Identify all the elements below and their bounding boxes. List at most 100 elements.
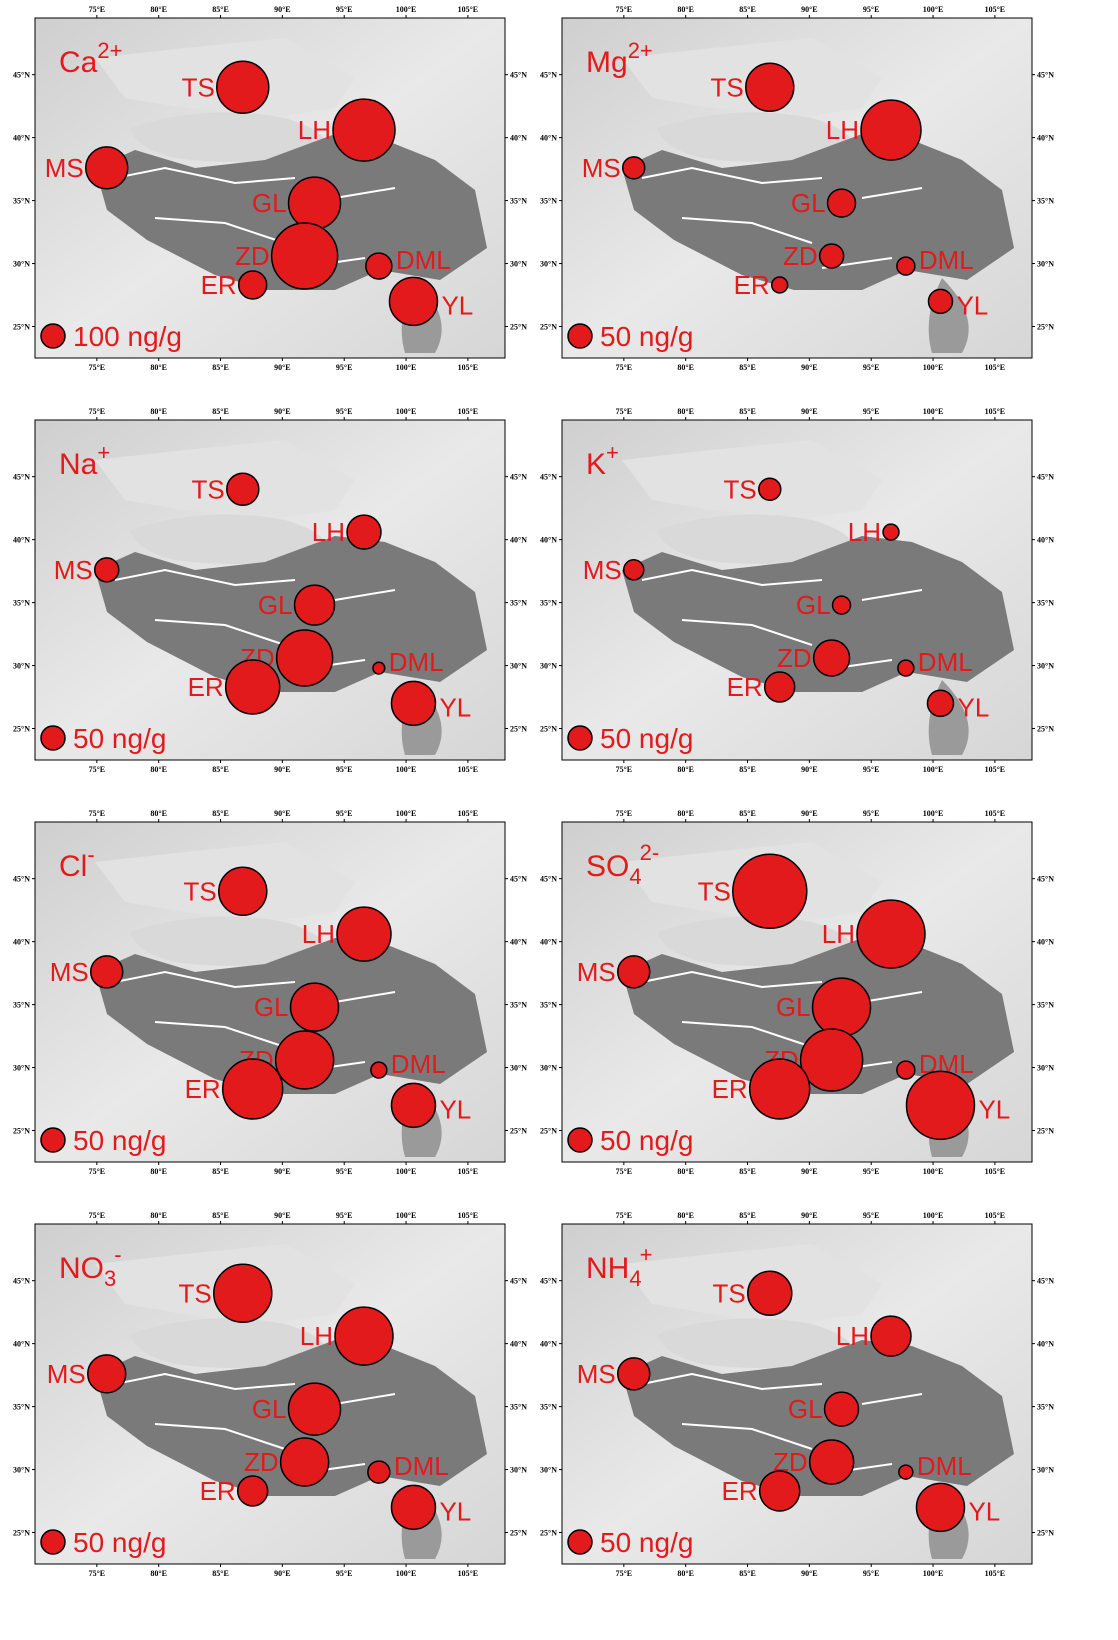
x-tick-label: 85°E: [212, 1569, 229, 1578]
y-tick-label: 25°N: [540, 725, 557, 734]
y-tick-label: 40°N: [1037, 536, 1054, 545]
x-tick-label: 100°E: [923, 765, 944, 774]
x-tick-label: 75°E: [616, 407, 633, 416]
bubble: [748, 1271, 792, 1315]
x-tick-label: 105°E: [985, 765, 1006, 774]
bubble: [347, 515, 381, 549]
x-tick-label: 90°E: [801, 5, 818, 14]
y-tick-label: 30°N: [510, 662, 527, 671]
site-label: ER: [712, 1074, 748, 1104]
bubble: [368, 1461, 390, 1483]
figure: 75°E 75°E 80°E 80°E 85°E 85°E 90°E 90°E 95°E 95°E…: [0, 0, 1118, 1640]
y-tick-label: 35°N: [540, 599, 557, 608]
bubble: [624, 560, 644, 580]
bubble: [897, 257, 915, 275]
x-tick-label: 100°E: [396, 407, 417, 416]
bubble: [772, 277, 788, 293]
site-label: ZD: [235, 241, 270, 271]
title-sup: +: [640, 1242, 653, 1267]
site-label: LH: [298, 115, 331, 145]
site-label: GL: [788, 1394, 823, 1424]
legend-label: 100 ng/g: [73, 321, 182, 352]
y-tick-label: 35°N: [510, 1403, 527, 1412]
x-tick-label: 80°E: [150, 5, 167, 14]
bubble: [238, 1476, 268, 1506]
title-sup: 2+: [97, 38, 122, 63]
y-tick-label: 30°N: [540, 662, 557, 671]
y-tick-label: 40°N: [510, 134, 527, 143]
x-tick-label: 80°E: [150, 1167, 167, 1176]
title-sup: 2-: [640, 840, 660, 865]
y-tick-label: 35°N: [510, 1001, 527, 1010]
site-label: GL: [254, 992, 289, 1022]
site-label: GL: [258, 590, 293, 620]
site-label: GL: [796, 590, 831, 620]
x-tick-label: 80°E: [677, 765, 694, 774]
bubble: [366, 253, 392, 279]
title-base: Na: [59, 448, 98, 481]
x-tick-label: 75°E: [89, 809, 106, 818]
y-tick-label: 25°N: [1037, 725, 1054, 734]
x-tick-label: 95°E: [863, 765, 880, 774]
y-tick-label: 35°N: [13, 1403, 30, 1412]
bubble: [389, 277, 437, 325]
x-tick-label: 85°E: [212, 1167, 229, 1176]
x-tick-label: 100°E: [923, 809, 944, 818]
x-tick-label: 75°E: [89, 363, 106, 372]
map-panel: 75°E75°E80°E80°E85°E85°E90°E90°E95°E95°E…: [540, 407, 1054, 774]
bubble: [223, 1059, 283, 1119]
y-tick-label: 25°N: [540, 1127, 557, 1136]
bubble: [226, 660, 280, 714]
x-tick-label: 80°E: [677, 1569, 694, 1578]
x-tick-label: 100°E: [396, 1211, 417, 1220]
site-label: YL: [439, 1094, 471, 1124]
map-panel: 75°E75°E80°E80°E85°E85°E90°E90°E95°E95°E…: [13, 809, 527, 1176]
y-tick-label: 40°N: [510, 536, 527, 545]
y-tick-label: 45°N: [1037, 473, 1054, 482]
y-tick-label: 45°N: [13, 71, 30, 80]
bubble: [825, 1392, 859, 1426]
x-tick-label: 85°E: [212, 363, 229, 372]
legend-bubble: [41, 324, 65, 348]
y-tick-label: 45°N: [510, 875, 527, 884]
x-tick-label: 105°E: [985, 363, 1006, 372]
x-tick-label: 75°E: [89, 765, 106, 774]
y-tick-label: 25°N: [13, 725, 30, 734]
title-base: Ca: [59, 46, 98, 79]
site-label: TS: [724, 474, 757, 504]
site-label: ZD: [244, 1447, 279, 1477]
x-tick-label: 105°E: [985, 809, 1006, 818]
x-tick-label: 95°E: [336, 1569, 353, 1578]
x-tick-label: 90°E: [274, 5, 291, 14]
bubble: [337, 907, 391, 961]
y-tick-label: 30°N: [540, 1466, 557, 1475]
title-base: NO: [59, 1252, 104, 1285]
bubble: [733, 854, 807, 928]
site-label: MS: [577, 957, 616, 987]
x-tick-label: 105°E: [458, 809, 479, 818]
x-tick-label: 100°E: [396, 363, 417, 372]
y-tick-label: 45°N: [540, 473, 557, 482]
y-tick-label: 25°N: [13, 1529, 30, 1538]
bubble: [333, 99, 395, 161]
x-tick-label: 75°E: [616, 5, 633, 14]
site-label: LH: [822, 919, 855, 949]
x-tick-label: 80°E: [150, 765, 167, 774]
y-tick-label: 35°N: [1037, 599, 1054, 608]
y-tick-label: 25°N: [510, 725, 527, 734]
bubble: [927, 690, 953, 716]
x-tick-label: 95°E: [336, 765, 353, 774]
site-label: YL: [968, 1496, 1000, 1526]
title-sub: 3: [104, 1266, 116, 1291]
x-tick-label: 95°E: [336, 363, 353, 372]
x-tick-label: 80°E: [677, 1167, 694, 1176]
y-tick-label: 40°N: [13, 134, 30, 143]
title-base: Mg: [586, 46, 628, 79]
y-tick-label: 25°N: [1037, 1127, 1054, 1136]
bubble: [623, 157, 645, 179]
y-tick-label: 45°N: [13, 875, 30, 884]
bubble: [871, 1316, 911, 1356]
bubble: [391, 681, 435, 725]
bubble: [289, 1383, 341, 1435]
legend-label: 50 ng/g: [73, 1125, 166, 1156]
